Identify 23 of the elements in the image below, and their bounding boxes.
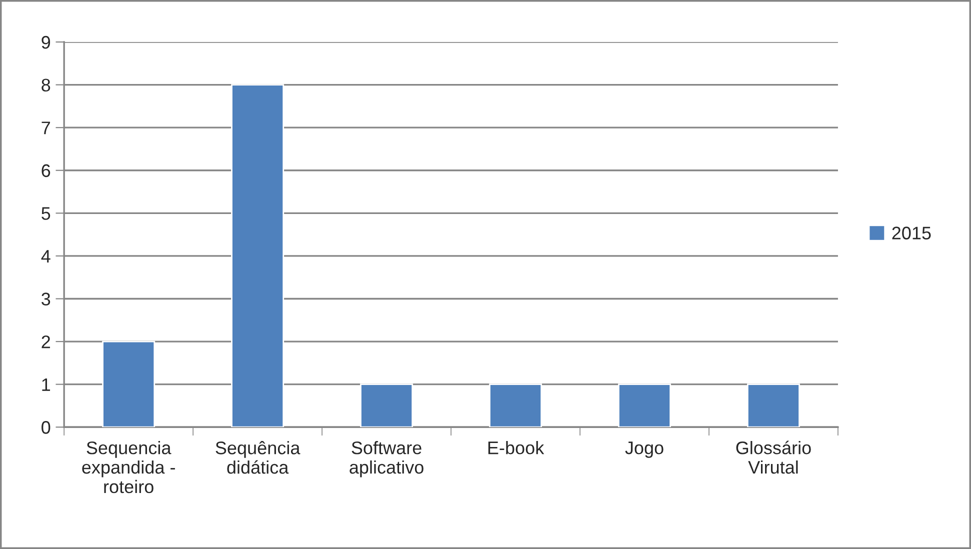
bar — [746, 384, 800, 428]
x-tick-label: Jogo — [625, 442, 664, 458]
x-tick-label: E-book — [488, 441, 544, 454]
bar — [618, 384, 671, 428]
x-tick-label: Sequência didática — [216, 441, 300, 474]
x-tick-label: Glossário Virutal — [736, 440, 811, 474]
y-tick-label: 4 — [41, 250, 50, 262]
y-tick-label: 7 — [42, 122, 50, 134]
y-tick-label: 6 — [42, 164, 50, 178]
bar — [102, 340, 156, 428]
legend-label: 2015 — [892, 226, 931, 240]
bar — [231, 84, 284, 428]
y-tick-label: 5 — [42, 207, 50, 220]
bar — [489, 384, 542, 428]
y-tick-label: 3 — [42, 292, 50, 306]
y-tick-label: 1 — [42, 378, 50, 391]
y-tick-label: 8 — [42, 78, 50, 92]
y-tick-label: 0 — [42, 421, 50, 434]
y-tick-label: 9 — [42, 36, 50, 49]
y-tick-label: 2 — [42, 335, 50, 348]
bar — [360, 384, 414, 428]
x-tick-label: Software aplicativo — [350, 441, 424, 478]
x-tick-label: Sequencia expandida - roteiro — [82, 441, 175, 494]
